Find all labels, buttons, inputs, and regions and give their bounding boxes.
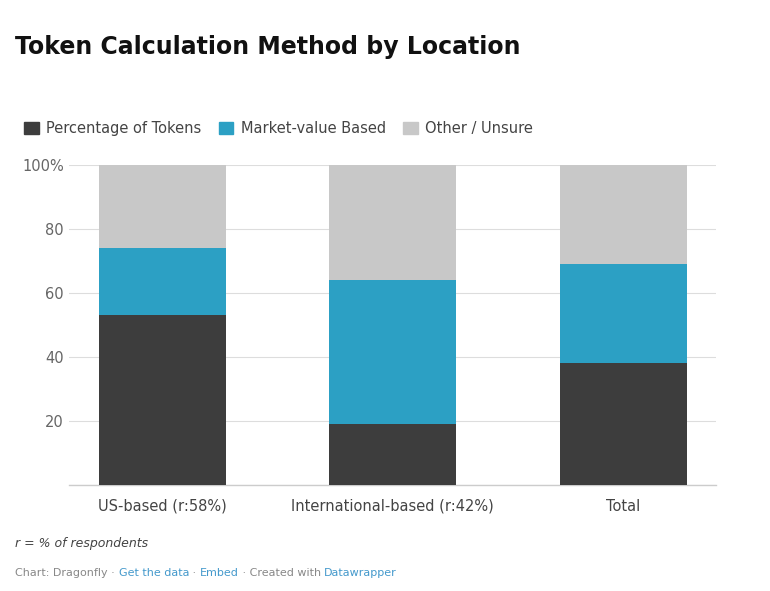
Bar [560, 165, 687, 264]
Text: Datawrapper: Datawrapper [324, 568, 397, 578]
Bar [99, 248, 226, 316]
Bar [330, 280, 456, 424]
Text: ·: · [189, 568, 199, 578]
Text: Get the data: Get the data [119, 568, 189, 578]
Text: Token Calculation Method by Location: Token Calculation Method by Location [15, 35, 521, 60]
Text: r = % of respondents: r = % of respondents [15, 537, 149, 550]
Legend: Percentage of Tokens, Market-value Based, Other / Unsure: Percentage of Tokens, Market-value Based… [18, 115, 539, 142]
Bar [99, 165, 226, 248]
Text: Embed: Embed [199, 568, 239, 578]
Bar [330, 165, 456, 280]
Bar [330, 424, 456, 485]
Bar [560, 363, 687, 485]
Bar [560, 264, 687, 363]
Text: Chart: Dragonfly ·: Chart: Dragonfly · [15, 568, 119, 578]
Bar [99, 316, 226, 485]
Text: · Created with: · Created with [239, 568, 324, 578]
